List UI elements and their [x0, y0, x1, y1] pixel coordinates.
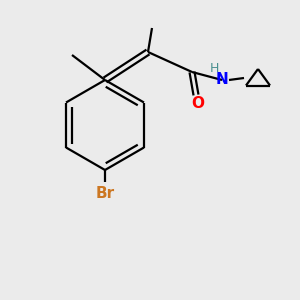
Text: O: O	[191, 95, 205, 110]
Text: N: N	[216, 73, 228, 88]
Text: Br: Br	[95, 185, 115, 200]
Text: H: H	[209, 61, 219, 74]
